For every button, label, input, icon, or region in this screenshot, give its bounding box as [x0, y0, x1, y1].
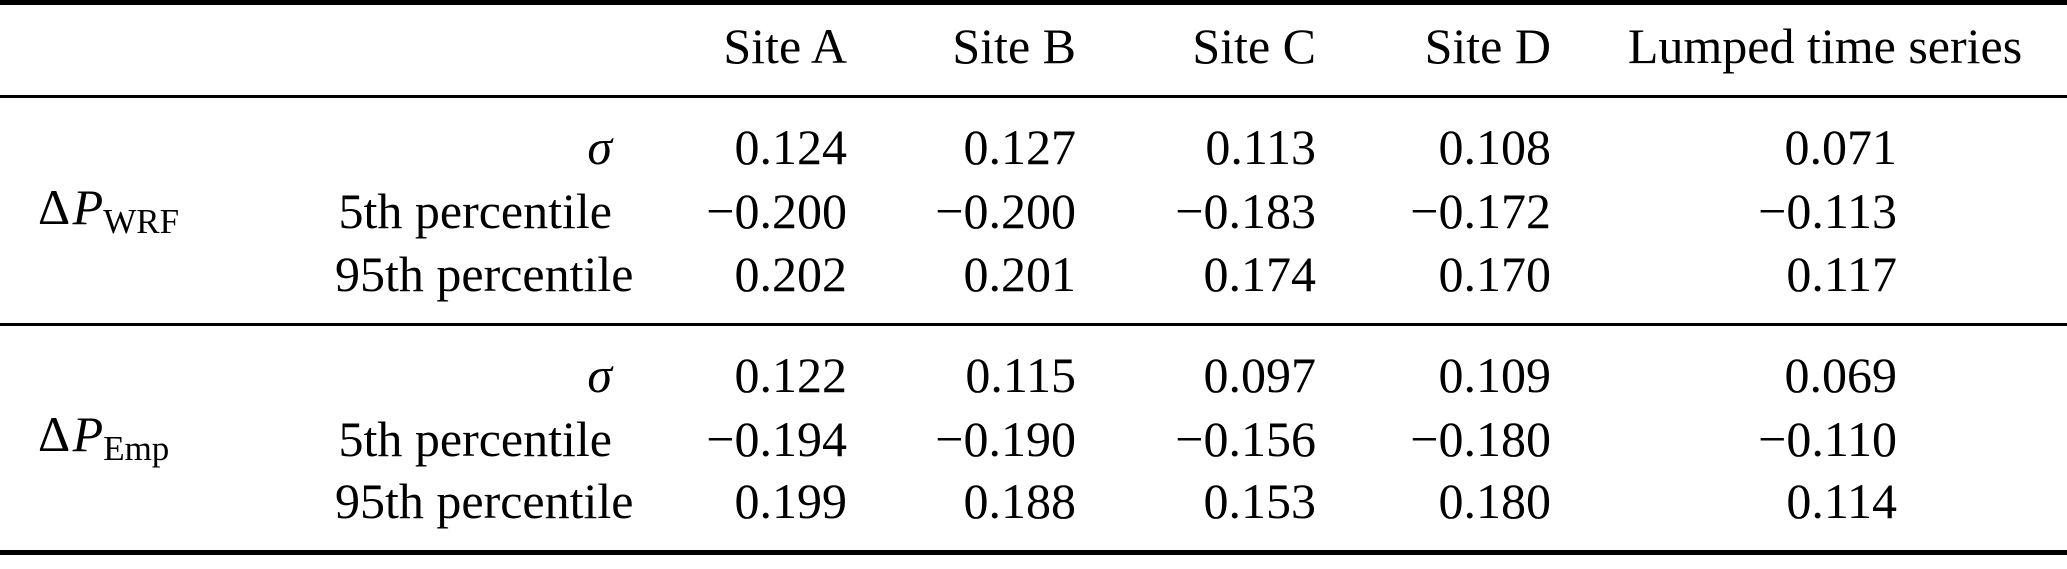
header-spacer-group	[0, 3, 335, 97]
cell-wrf-95th-site-b: 0.201	[963, 245, 1077, 302]
statistics-table: Site A Site B Site C Site D Lumped time …	[0, 0, 2067, 555]
cell-emp-sigma-lumped: 0.069	[1784, 347, 1898, 404]
cell-emp-95th-site-d: 0.180	[1438, 473, 1552, 530]
table-row-wrf-95th-percentile: 95th percentile 0.202 0.201 0.174 0.170 …	[0, 243, 2067, 325]
stat-label-5th-percentile: 5th percentile	[338, 182, 613, 239]
table-row-emp-sigma: ΔPEmp σ 0.122 0.115 0.097 0.109 0.069	[0, 325, 2067, 466]
cell-emp-sigma-site-b: 0.115	[965, 347, 1076, 404]
delta-symbol: Δ	[38, 406, 71, 463]
cell-wrf-5th-site-a: −0.200	[706, 182, 847, 239]
group-delta-p-emp: ΔPEmp σ 0.122 0.115 0.097 0.109 0.069 5t…	[0, 325, 2067, 553]
stat-label-5th-percentile: 5th percentile	[338, 410, 613, 467]
header-spacer-stat	[335, 3, 620, 97]
cell-emp-5th-lumped: −0.110	[1758, 410, 1897, 467]
table-row-emp-95th-percentile: 95th percentile 0.199 0.188 0.153 0.180 …	[0, 471, 2067, 553]
stat-label-sigma: σ	[587, 119, 612, 176]
cell-emp-sigma-site-a: 0.122	[734, 347, 848, 404]
column-header-site-b: Site B	[952, 18, 1076, 74]
table-row-emp-5th-percentile: 5th percentile −0.194 −0.190 −0.156 −0.1…	[0, 407, 2067, 471]
cell-wrf-95th-lumped: 0.117	[1786, 245, 1897, 302]
column-header-site-a: Site A	[723, 18, 847, 74]
cell-wrf-sigma-site-d: 0.108	[1438, 119, 1552, 176]
p-symbol: P	[72, 178, 104, 235]
column-header-lumped-time-series: Lumped time series	[1627, 18, 2023, 74]
cell-emp-95th-site-b: 0.188	[963, 473, 1077, 530]
cell-emp-95th-site-c: 0.153	[1203, 473, 1317, 530]
cell-wrf-95th-site-a: 0.202	[734, 245, 848, 302]
wrf-subscript: WRF	[103, 202, 180, 242]
cell-wrf-95th-site-d: 0.170	[1438, 245, 1552, 302]
table-header: Site A Site B Site C Site D Lumped time …	[0, 3, 2067, 97]
cell-wrf-sigma-site-c: 0.113	[1205, 119, 1316, 176]
cell-emp-5th-site-d: −0.180	[1410, 410, 1551, 467]
column-header-site-d: Site D	[1424, 18, 1551, 74]
cell-emp-95th-site-a: 0.199	[734, 473, 848, 530]
cell-wrf-5th-site-b: −0.200	[935, 182, 1076, 239]
stat-label-95th-percentile: 95th percentile	[335, 473, 634, 530]
cell-wrf-sigma-lumped: 0.071	[1784, 119, 1898, 176]
cell-emp-5th-site-a: −0.194	[706, 410, 847, 467]
stat-label-95th-percentile: 95th percentile	[335, 245, 634, 302]
column-header-site-c: Site C	[1192, 18, 1316, 74]
cell-wrf-sigma-site-b: 0.127	[963, 119, 1077, 176]
cell-wrf-sigma-site-a: 0.124	[734, 119, 848, 176]
cell-wrf-5th-site-d: −0.172	[1410, 182, 1551, 239]
cell-wrf-5th-lumped: −0.113	[1758, 182, 1897, 239]
cell-emp-5th-site-c: −0.156	[1175, 410, 1316, 467]
row-group-label-delta-p-wrf: ΔPWRF	[0, 97, 335, 325]
p-symbol: P	[72, 406, 104, 463]
table-row-wrf-5th-percentile: 5th percentile −0.200 −0.200 −0.183 −0.1…	[0, 179, 2067, 243]
cell-emp-sigma-site-d: 0.109	[1438, 347, 1552, 404]
table-row-wrf-sigma: ΔPWRF σ 0.124 0.127 0.113 0.108 0.071	[0, 97, 2067, 239]
emp-subscript: Emp	[103, 429, 170, 469]
cell-emp-5th-site-b: −0.190	[935, 410, 1076, 467]
cell-wrf-5th-site-c: −0.183	[1175, 182, 1316, 239]
group-delta-p-wrf: ΔPWRF σ 0.124 0.127 0.113 0.108 0.071 5t…	[0, 97, 2067, 325]
cell-emp-sigma-site-c: 0.097	[1203, 347, 1317, 404]
delta-symbol: Δ	[38, 178, 71, 235]
header-row: Site A Site B Site C Site D Lumped time …	[0, 3, 2067, 97]
stat-label-sigma: σ	[587, 347, 612, 404]
row-group-label-delta-p-emp: ΔPEmp	[0, 325, 335, 553]
cell-emp-95th-lumped: 0.114	[1786, 473, 1897, 530]
cell-wrf-95th-site-c: 0.174	[1203, 245, 1317, 302]
